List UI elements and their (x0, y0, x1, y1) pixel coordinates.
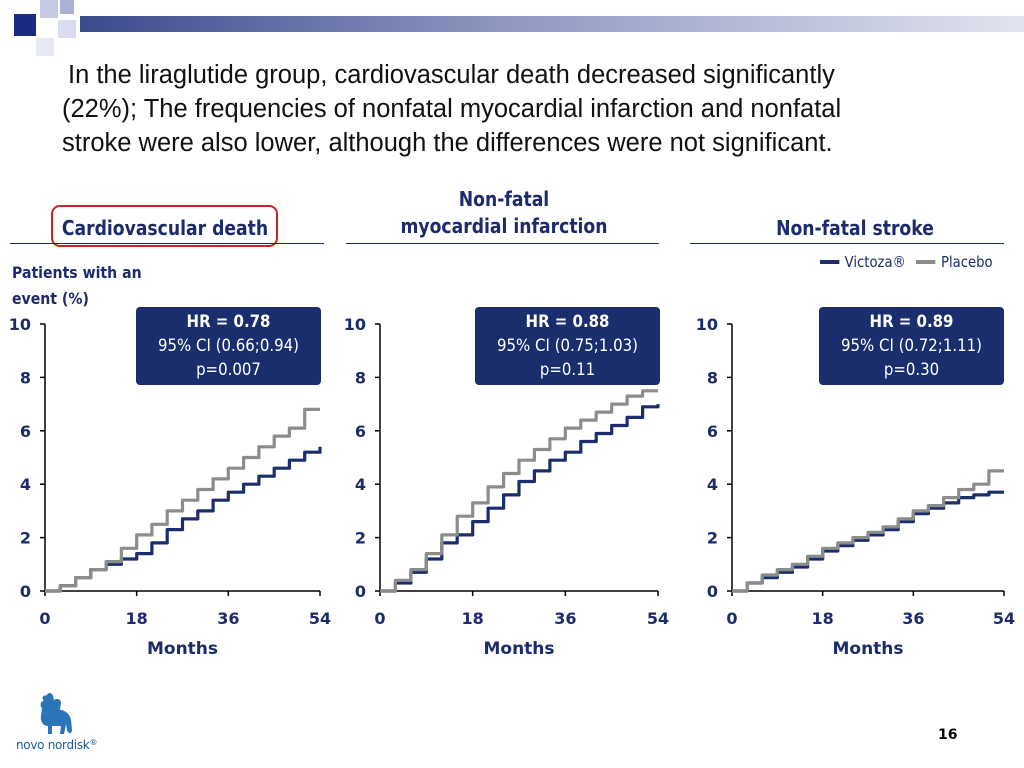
logo-registered-mark: ® (89, 738, 98, 747)
x-tick-label: 0 (39, 609, 50, 628)
x-tick-label: 18 (462, 609, 484, 628)
x-axis-title: Months (147, 639, 218, 659)
x-tick-label: 36 (217, 609, 239, 628)
y-tick-label: 6 (707, 422, 718, 441)
headline-line: stroke were also lower, although the dif… (62, 129, 833, 157)
y-tick-label: 2 (20, 529, 31, 548)
series-line-placebo (732, 469, 1004, 593)
hr-value: HR = 0.89 (869, 312, 954, 332)
y-tick-label: 10 (344, 315, 366, 334)
p-value: p=0.11 (539, 360, 596, 380)
x-tick-label: 0 (726, 609, 737, 628)
hr-value: HR = 0.78 (186, 312, 271, 332)
y-tick-label: 4 (355, 475, 366, 494)
hr-box-cv-death: HR = 0.78 95% CI (0.66;0.94) p=0.007 (136, 307, 321, 385)
y-axis-label: Patients with an event (%) (12, 260, 142, 312)
panel-title-line: Non-fatal (458, 187, 550, 211)
x-tick-label: 54 (647, 609, 669, 628)
x-axis-title: Months (483, 639, 554, 659)
panel-title-stroke: Non-fatal stroke (756, 215, 954, 242)
legend-swatch (820, 260, 840, 264)
series-line-victoza (380, 404, 660, 593)
x-axis-title: Months (832, 639, 903, 659)
highlight-circle (51, 205, 278, 247)
logo-text: novo nordisk® (16, 738, 97, 752)
series-line-placebo (45, 407, 320, 593)
panel-title-line: myocardial infarction (400, 214, 608, 238)
header-gradient-bar (80, 16, 1024, 32)
p-value: p=0.007 (196, 360, 261, 380)
y-tick-label: 0 (20, 582, 31, 601)
p-value: p=0.30 (883, 360, 940, 380)
x-tick-label: 0 (374, 609, 385, 628)
panel-title-mi: Non-fatal myocardial infarction (392, 186, 616, 240)
legend-item-victoza: Victoza® (820, 253, 906, 271)
panel-separator (10, 243, 324, 244)
hr-value: HR = 0.88 (525, 312, 610, 332)
legend-label: Placebo (940, 253, 993, 271)
ci-value: 95% CI (0.72;1.11) (841, 336, 982, 356)
headline-line: In the liraglutide group, cardiovascular… (68, 61, 835, 89)
y-axis-label-line: Patients with an (12, 263, 142, 282)
y-tick-label: 10 (9, 315, 31, 334)
hr-box-stroke: HR = 0.89 95% CI (0.72;1.11) p=0.30 (819, 307, 1004, 385)
y-tick-label: 0 (707, 582, 718, 601)
y-tick-label: 6 (355, 422, 366, 441)
header-square-light (40, 0, 58, 18)
x-tick-label: 36 (902, 609, 924, 628)
x-tick-label: 18 (812, 609, 834, 628)
legend: Victoza® Placebo (820, 253, 1003, 271)
logo-wordmark: novo nordisk (16, 738, 90, 752)
x-tick-label: 54 (993, 609, 1015, 628)
header-square-light (36, 38, 54, 56)
y-tick-label: 8 (707, 368, 718, 387)
series-line-victoza (45, 446, 322, 593)
headline: In the liraglutide group, cardiovascular… (62, 58, 962, 160)
hr-box-mi: HR = 0.88 95% CI (0.75;1.03) p=0.11 (475, 307, 660, 385)
x-tick-label: 36 (554, 609, 576, 628)
ci-value: 95% CI (0.75;1.03) (497, 336, 638, 356)
y-tick-label: 0 (355, 582, 366, 601)
ci-value: 95% CI (0.66;0.94) (158, 336, 299, 356)
page-number: 16 (938, 727, 958, 743)
y-tick-label: 4 (707, 475, 718, 494)
header-square-light (58, 20, 76, 38)
panel-separator (346, 243, 659, 244)
panel-title-line: Cardiovascular death (61, 216, 269, 240)
header-square-light (60, 0, 74, 14)
y-tick-label: 6 (20, 422, 31, 441)
header-square-navy (14, 14, 36, 36)
novo-nordisk-apis-bull-logo (40, 693, 72, 734)
panel-title-line: Non-fatal stroke (776, 216, 934, 240)
headline-line: (22%); The frequencies of nonfatal myoca… (62, 95, 842, 123)
panel-title-cv-death: Cardiovascular death (58, 215, 273, 242)
y-axis-label-line: event (%) (12, 289, 89, 308)
legend-label: Victoza® (844, 253, 906, 271)
x-tick-label: 54 (309, 609, 331, 628)
panel-separator (690, 243, 1004, 244)
series-line-placebo (380, 389, 658, 593)
y-tick-label: 8 (355, 368, 366, 387)
y-tick-label: 2 (707, 529, 718, 548)
legend-item-placebo: Placebo (916, 253, 993, 271)
y-tick-label: 8 (20, 368, 31, 387)
x-tick-label: 18 (126, 609, 148, 628)
y-tick-label: 4 (20, 475, 31, 494)
y-tick-label: 10 (696, 315, 718, 334)
legend-swatch (916, 260, 936, 264)
y-tick-label: 2 (355, 529, 366, 548)
